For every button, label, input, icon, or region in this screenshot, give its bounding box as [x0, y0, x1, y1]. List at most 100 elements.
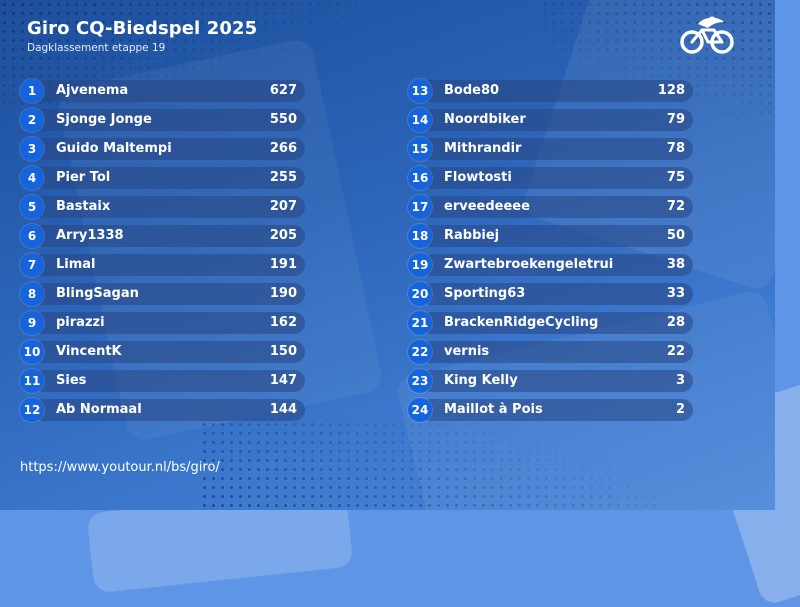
player-score: 255	[269, 170, 297, 185]
ranking-row: 1 Ajvenema 627	[20, 79, 305, 103]
player-score: 190	[269, 286, 297, 301]
player-score: 3	[675, 373, 685, 388]
player-name: VincentK	[56, 344, 122, 359]
ranking-row: 4 Pier Tol 255	[20, 166, 305, 190]
player-name: Sies	[56, 373, 87, 388]
player-name: Bastaix	[56, 199, 111, 214]
footer-url[interactable]: https://www.youtour.nl/bs/giro/	[20, 460, 220, 475]
player-score: 22	[666, 344, 685, 359]
rank-badge: 8	[20, 282, 44, 306]
ranking-row: 12 Ab Normaal 144	[20, 398, 305, 422]
player-name: Rabbiej	[444, 228, 500, 243]
ranking-row: 2 Sjonge Jonge 550	[20, 108, 305, 132]
player-name: Bode80	[444, 83, 500, 98]
ranking-row-bar	[32, 341, 305, 363]
player-score: 78	[666, 141, 685, 156]
ranking-row: 24 Maillot à Pois 2	[408, 398, 693, 422]
page-subtitle: Dagklassement etappe 19	[27, 42, 166, 54]
ranking-row-bar	[32, 196, 305, 218]
ranking-row: 21 BrackenRidgeCycling 28	[408, 311, 693, 335]
ranking-row-bar	[32, 167, 305, 189]
player-name: BrackenRidgeCycling	[444, 315, 599, 330]
rank-badge: 24	[408, 398, 432, 422]
ranking-row-bar	[32, 399, 305, 421]
player-name: erveedeeee	[444, 199, 530, 214]
ranking-row-bar	[420, 370, 693, 392]
ranking-row-bar	[420, 109, 693, 131]
player-name: Maillot à Pois	[444, 402, 543, 417]
rank-badge: 5	[20, 195, 44, 219]
rank-badge: 23	[408, 369, 432, 393]
ranking-row-bar	[420, 167, 693, 189]
ranking-row-bar	[420, 80, 693, 102]
ranking-row: 23 King Kelly 3	[408, 369, 693, 393]
ranking-row: 19 Zwartebroekengeletrui 38	[408, 253, 693, 277]
ranking-column-right: 13 Bode80 128 14 Noordbiker 79 15 Mithrandir 78 1…	[408, 79, 693, 427]
player-name: vernis	[444, 344, 490, 359]
rank-badge: 16	[408, 166, 432, 190]
rank-badge: 22	[408, 340, 432, 364]
player-score: 2	[675, 402, 685, 417]
player-name: Zwartebroekengeletrui	[444, 257, 614, 272]
dot-pattern	[200, 420, 660, 510]
player-score: 266	[269, 141, 297, 156]
rank-badge: 11	[20, 369, 44, 393]
player-name: Ajvenema	[56, 83, 129, 98]
ranking-row: 11 Sies 147	[20, 369, 305, 393]
ranking-row: 15 Mithrandir 78	[408, 137, 693, 161]
ranking-row-bar	[420, 138, 693, 160]
player-name: BlingSagan	[56, 286, 139, 301]
rank-badge: 17	[408, 195, 432, 219]
player-name: Mithrandir	[444, 141, 522, 156]
player-score: 191	[269, 257, 297, 272]
ranking-row: 18 Rabbiej 50	[408, 224, 693, 248]
player-name: Noordbiker	[444, 112, 526, 127]
player-score: 72	[666, 199, 685, 214]
player-score: 207	[269, 199, 297, 214]
ranking-row: 10 VincentK 150	[20, 340, 305, 364]
cycling-logo-icon	[680, 16, 734, 54]
ranking-row: 7 Limal 191	[20, 253, 305, 277]
player-name: Sjonge Jonge	[56, 112, 152, 127]
ranking-row-bar	[32, 312, 305, 334]
ranking-row-bar	[32, 254, 305, 276]
ranking-row: 22 vernis 22	[408, 340, 693, 364]
ranking-row: 16 Flowtosti 75	[408, 166, 693, 190]
rank-badge: 20	[408, 282, 432, 306]
ranking-row-bar	[420, 254, 693, 276]
player-score: 33	[666, 286, 685, 301]
player-name: Ab Normaal	[56, 402, 142, 417]
page-title: Giro CQ-Biedspel 2025	[27, 18, 258, 39]
player-score: 128	[657, 83, 685, 98]
ranking-row: 9 pirazzi 162	[20, 311, 305, 335]
ranking-column-left: 1 Ajvenema 627 2 Sjonge Jonge 550 3 Guido Malte…	[20, 79, 305, 427]
ranking-row-bar	[420, 312, 693, 334]
rank-badge: 19	[408, 253, 432, 277]
ranking-row: 5 Bastaix 207	[20, 195, 305, 219]
rank-badge: 13	[408, 79, 432, 103]
ranking-row-bar	[420, 283, 693, 305]
rank-badge: 4	[20, 166, 44, 190]
player-score: 627	[269, 83, 297, 98]
rank-badge: 6	[20, 224, 44, 248]
ranking-row: 17 erveedeeee 72	[408, 195, 693, 219]
player-name: Flowtosti	[444, 170, 512, 185]
ranking-row-bar	[420, 399, 693, 421]
player-score: 144	[269, 402, 297, 417]
ranking-row-bar	[32, 225, 305, 247]
rank-badge: 14	[408, 108, 432, 132]
player-score: 150	[269, 344, 297, 359]
rank-badge: 15	[408, 137, 432, 161]
ranking-row-bar	[32, 138, 305, 160]
rank-badge: 3	[20, 137, 44, 161]
player-score: 38	[666, 257, 685, 272]
player-name: Sporting63	[444, 286, 526, 301]
player-score: 79	[666, 112, 685, 127]
ranking-row: 14 Noordbiker 79	[408, 108, 693, 132]
player-score: 550	[269, 112, 297, 127]
ranking-row-bar	[32, 80, 305, 102]
player-score: 28	[666, 315, 685, 330]
rank-badge: 21	[408, 311, 432, 335]
player-score: 162	[269, 315, 297, 330]
player-name: King Kelly	[444, 373, 518, 388]
